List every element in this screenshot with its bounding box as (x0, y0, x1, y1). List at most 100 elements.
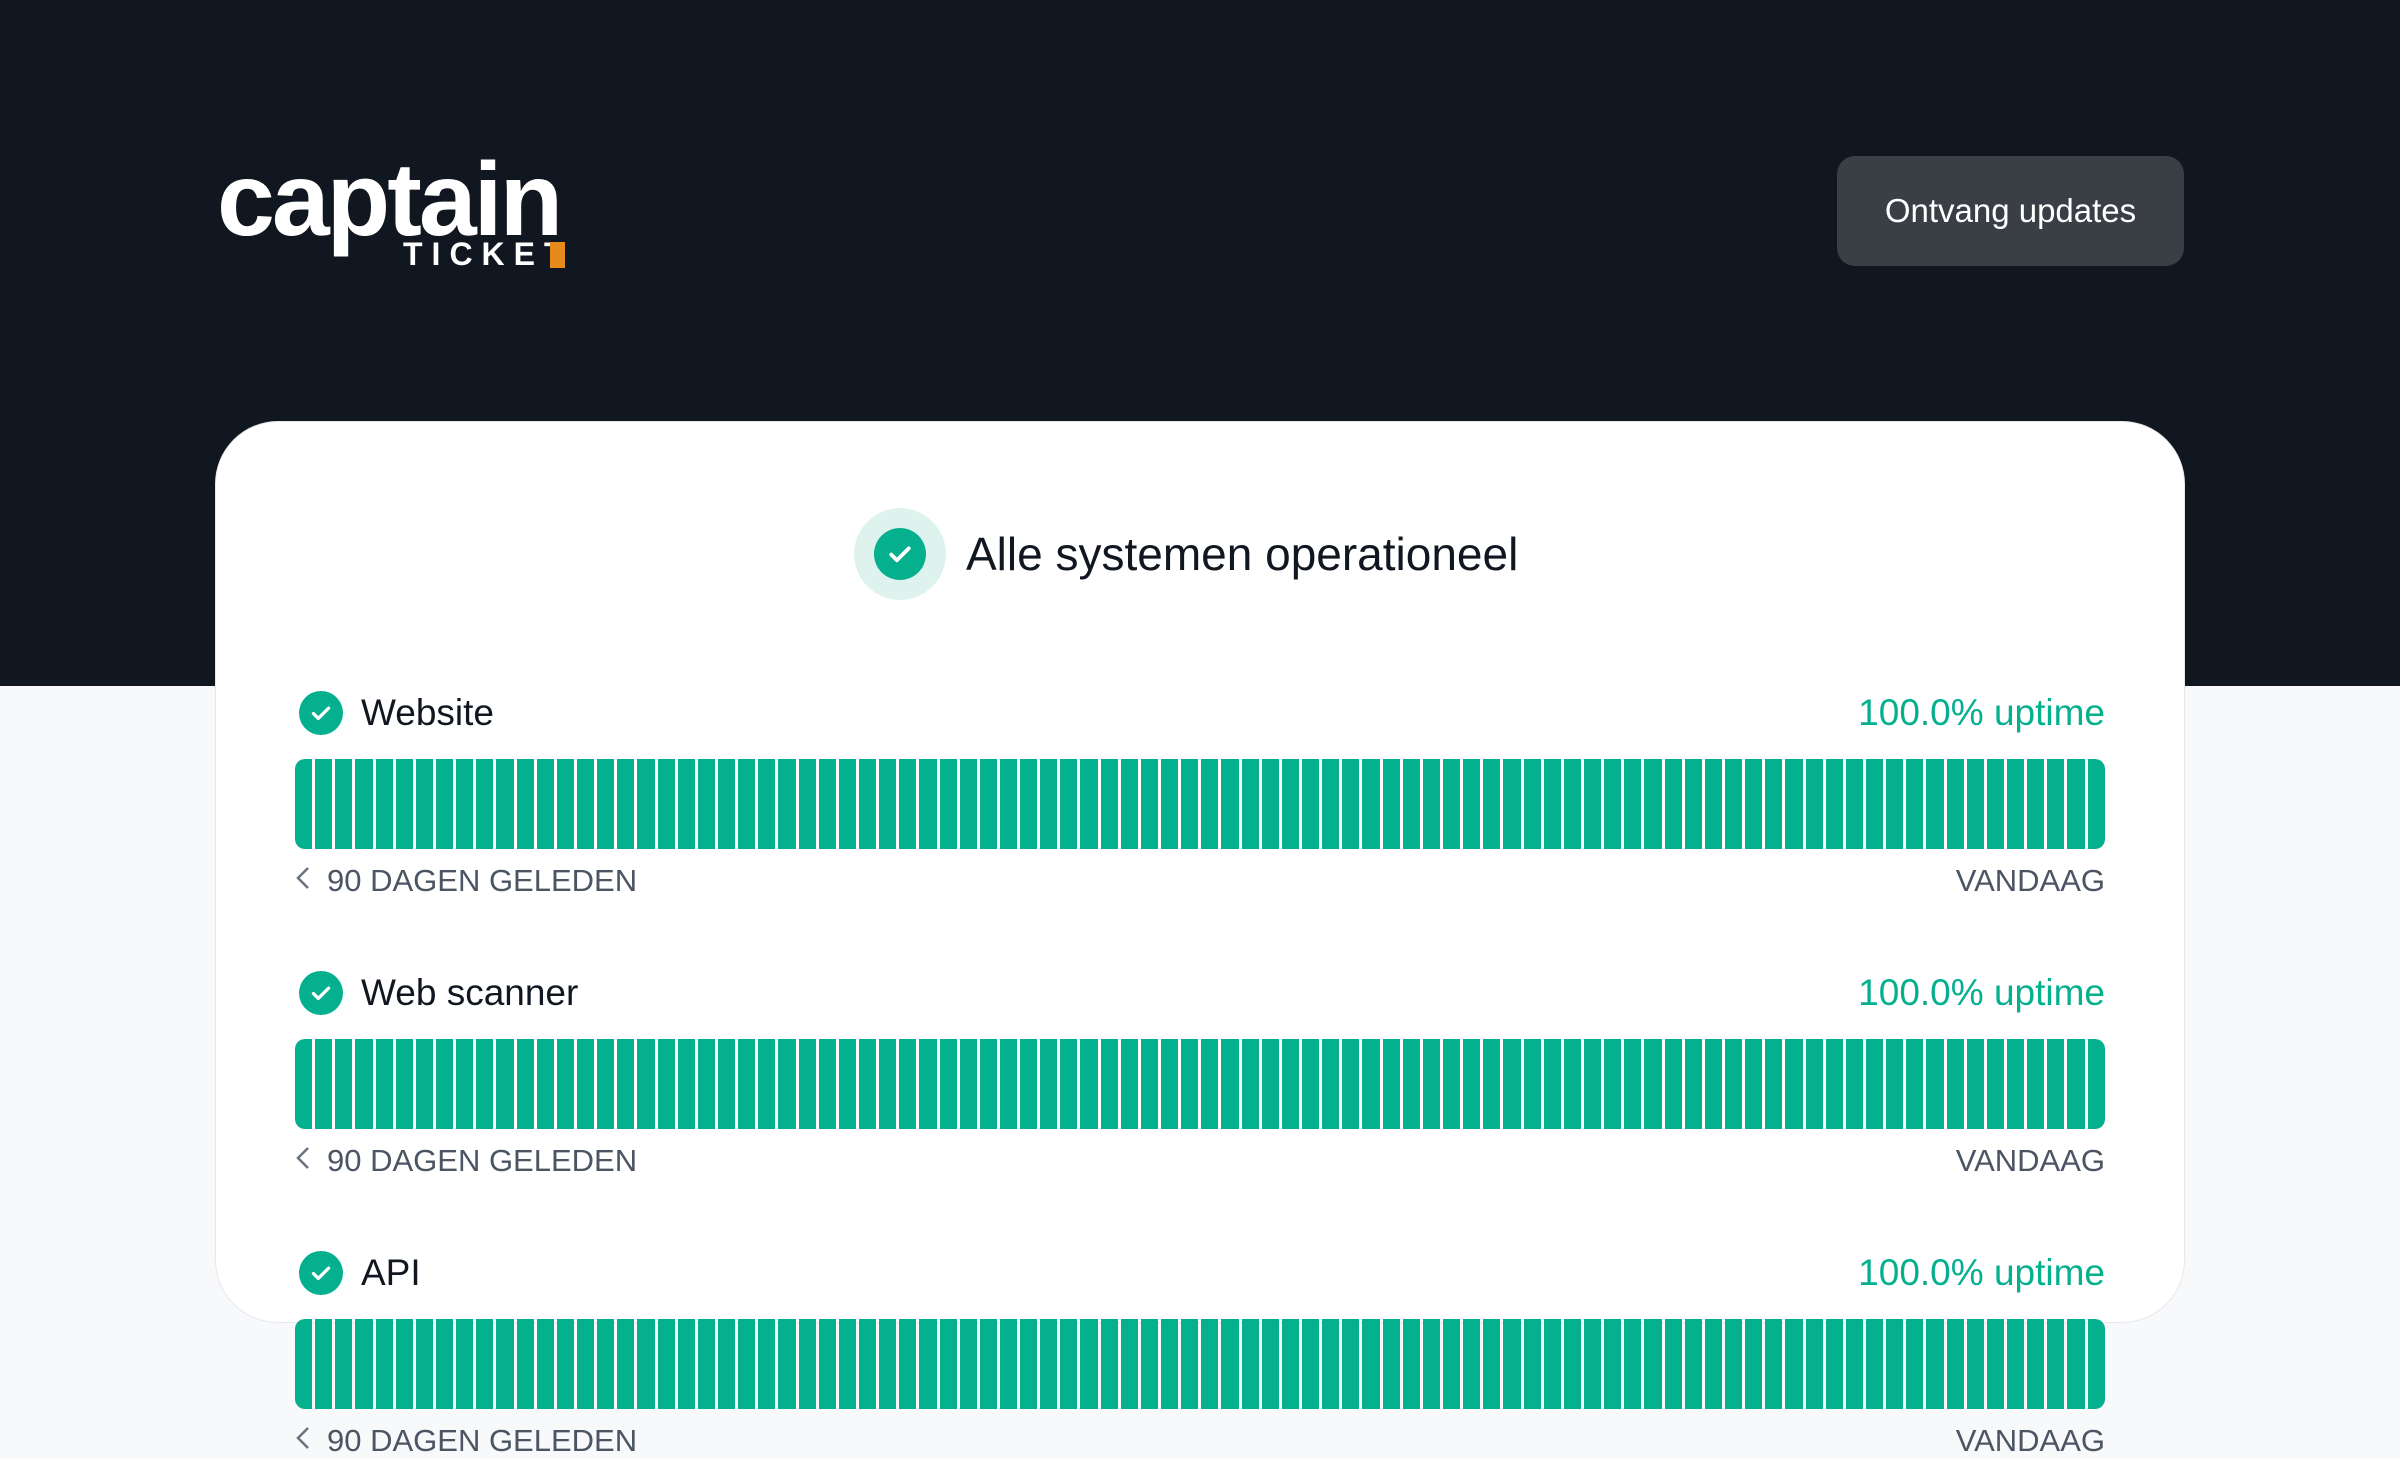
uptime-day-bar[interactable] (1664, 1039, 1682, 1129)
uptime-day-bar[interactable] (1724, 759, 1743, 849)
uptime-day-bar[interactable] (1201, 1319, 1219, 1409)
uptime-day-bar[interactable] (778, 759, 796, 849)
uptime-day-bar[interactable] (1100, 1319, 1118, 1409)
uptime-day-bar[interactable] (818, 1039, 836, 1129)
uptime-day-bar[interactable] (677, 759, 695, 849)
uptime-day-bar[interactable] (1886, 1039, 1904, 1129)
uptime-day-bar[interactable] (1724, 1319, 1743, 1409)
uptime-day-bar[interactable] (717, 1319, 736, 1409)
uptime-day-bar[interactable] (1825, 759, 1843, 849)
uptime-day-bar[interactable] (435, 1319, 454, 1409)
uptime-day-bar[interactable] (1463, 1039, 1481, 1129)
uptime-day-bar[interactable] (1906, 1039, 1924, 1129)
uptime-day-bar[interactable] (2027, 1319, 2045, 1409)
uptime-day-bar[interactable] (1422, 1319, 1441, 1409)
uptime-day-bar[interactable] (1563, 1319, 1581, 1409)
uptime-day-bar[interactable] (295, 1039, 313, 1129)
uptime-day-bar[interactable] (2087, 759, 2105, 849)
uptime-day-bar[interactable] (1684, 1319, 1702, 1409)
uptime-day-bar[interactable] (1865, 1319, 1884, 1409)
uptime-day-bar[interactable] (1040, 1039, 1058, 1129)
uptime-day-bar[interactable] (1745, 1039, 1763, 1129)
uptime-day-bar[interactable] (717, 759, 736, 849)
uptime-day-bar[interactable] (818, 759, 836, 849)
uptime-day-bar[interactable] (657, 1039, 675, 1129)
uptime-day-bar[interactable] (798, 1039, 816, 1129)
uptime-day-bar[interactable] (1080, 1319, 1098, 1409)
uptime-day-bar[interactable] (395, 759, 413, 849)
uptime-day-bar[interactable] (617, 1039, 635, 1129)
uptime-day-bar[interactable] (335, 1319, 353, 1409)
uptime-day-bar[interactable] (1664, 1319, 1682, 1409)
uptime-day-bar[interactable] (1825, 1039, 1843, 1129)
uptime-day-bar[interactable] (1785, 1039, 1803, 1129)
uptime-day-bar[interactable] (1483, 1319, 1501, 1409)
uptime-day-bar[interactable] (395, 1039, 413, 1129)
uptime-day-bar[interactable] (1563, 1039, 1581, 1129)
uptime-day-bar[interactable] (798, 1319, 816, 1409)
uptime-day-bar[interactable] (999, 1039, 1018, 1129)
uptime-day-bar[interactable] (1322, 1039, 1340, 1129)
uptime-day-bar[interactable] (1704, 1039, 1722, 1129)
uptime-day-bar[interactable] (1161, 1319, 1179, 1409)
uptime-day-bar[interactable] (919, 1039, 937, 1129)
uptime-day-bar[interactable] (1584, 1319, 1602, 1409)
uptime-day-bar[interactable] (899, 1319, 917, 1409)
uptime-day-bar[interactable] (1080, 759, 1098, 849)
uptime-day-bar[interactable] (1604, 759, 1622, 849)
uptime-day-bar[interactable] (1302, 759, 1320, 849)
uptime-day-bar[interactable] (1382, 759, 1400, 849)
uptime-day-bar[interactable] (556, 1039, 574, 1129)
uptime-day-bar[interactable] (2087, 1319, 2105, 1409)
uptime-day-bar[interactable] (355, 1319, 373, 1409)
uptime-day-bar[interactable] (1825, 1319, 1843, 1409)
uptime-day-bar[interactable] (415, 759, 433, 849)
uptime-day-bar[interactable] (315, 759, 333, 849)
captain-ticket-logo[interactable]: captain TICKET (217, 148, 567, 270)
uptime-day-bar[interactable] (2027, 759, 2045, 849)
uptime-day-bar[interactable] (556, 1319, 574, 1409)
uptime-day-bar[interactable] (1100, 1039, 1118, 1129)
uptime-day-bar[interactable] (1322, 1319, 1340, 1409)
uptime-day-bar[interactable] (2067, 1039, 2085, 1129)
uptime-day-bar[interactable] (637, 1319, 655, 1409)
uptime-day-bar[interactable] (1382, 1039, 1400, 1129)
uptime-day-bar[interactable] (597, 759, 615, 849)
uptime-day-bar[interactable] (939, 1039, 957, 1129)
uptime-day-bar[interactable] (1704, 1319, 1722, 1409)
uptime-day-bar[interactable] (1060, 759, 1078, 849)
uptime-day-bar[interactable] (2027, 1039, 2045, 1129)
uptime-day-bar[interactable] (1644, 1039, 1662, 1129)
uptime-day-bar[interactable] (1604, 1319, 1622, 1409)
uptime-day-bar[interactable] (1221, 1039, 1239, 1129)
uptime-day-bar[interactable] (1382, 1319, 1400, 1409)
uptime-day-bar[interactable] (597, 1039, 615, 1129)
uptime-day-bar[interactable] (1241, 759, 1259, 849)
uptime-day-bar[interactable] (1584, 759, 1602, 849)
uptime-day-bar[interactable] (1402, 1319, 1420, 1409)
uptime-day-bar[interactable] (2047, 1319, 2065, 1409)
uptime-day-bar[interactable] (1624, 1319, 1642, 1409)
uptime-day-bar[interactable] (1302, 1039, 1320, 1129)
uptime-day-bar[interactable] (496, 759, 514, 849)
uptime-day-bar[interactable] (677, 1039, 695, 1129)
uptime-day-bar[interactable] (1946, 1039, 1964, 1129)
uptime-day-bar[interactable] (959, 1039, 977, 1129)
uptime-day-bar[interactable] (858, 1039, 877, 1129)
uptime-day-bar[interactable] (979, 759, 997, 849)
uptime-day-bar[interactable] (818, 1319, 836, 1409)
uptime-day-bar[interactable] (879, 759, 897, 849)
uptime-day-bar[interactable] (1120, 1039, 1138, 1129)
uptime-day-bar[interactable] (1342, 1319, 1360, 1409)
uptime-day-bar[interactable] (335, 1039, 353, 1129)
uptime-day-bar[interactable] (1362, 759, 1380, 849)
uptime-day-bar[interactable] (2067, 759, 2085, 849)
uptime-day-bar[interactable] (1402, 759, 1420, 849)
uptime-day-bar[interactable] (1060, 1039, 1078, 1129)
uptime-day-bar[interactable] (677, 1319, 695, 1409)
uptime-day-bar[interactable] (1523, 1319, 1541, 1409)
uptime-day-bar[interactable] (1201, 1039, 1219, 1129)
uptime-day-bar[interactable] (1946, 759, 1964, 849)
uptime-day-bar[interactable] (315, 1039, 333, 1129)
uptime-day-bar[interactable] (2006, 759, 2025, 849)
